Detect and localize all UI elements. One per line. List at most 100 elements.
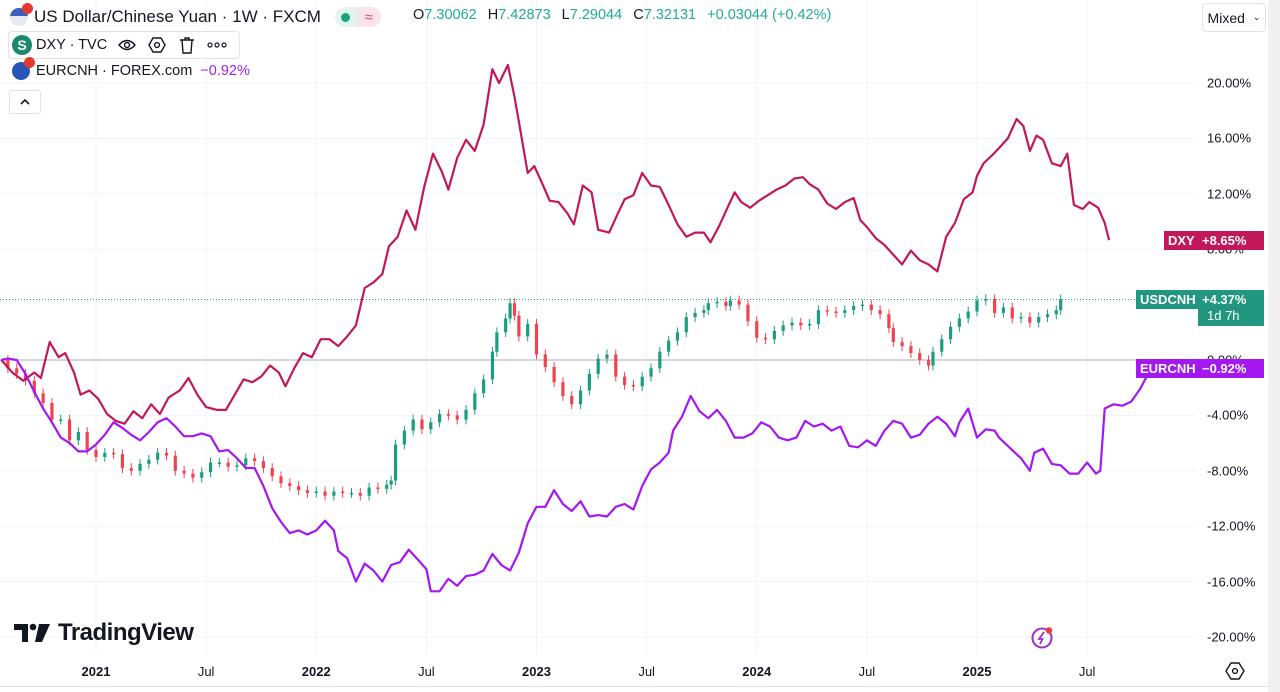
lightning-icon [1031, 627, 1053, 649]
candle-body [693, 312, 697, 318]
candle-body [495, 332, 499, 352]
candle-body [667, 340, 671, 352]
vertical-scrollbar[interactable] [1268, 0, 1280, 692]
candle-body [1037, 317, 1041, 323]
y-tick-label: -8.00% [1207, 463, 1249, 479]
candle-body [860, 304, 865, 307]
candle-body [984, 299, 988, 301]
candle-body [288, 483, 292, 487]
x-tick-label: Jul [638, 664, 655, 679]
open-value: 7.30062 [424, 7, 477, 23]
more-icon[interactable] [207, 35, 227, 55]
candle-body [332, 491, 336, 496]
usdcnh-candles [6, 294, 1063, 501]
candle-body [772, 330, 776, 340]
x-tick-label: 2025 [962, 664, 992, 679]
candle-body [614, 354, 618, 377]
candle-body [341, 491, 345, 494]
chevron-up-icon [20, 98, 30, 105]
eurcnh-legend-item[interactable]: EURCNH · FOREX.com −0.92% [12, 57, 250, 80]
candle-body [32, 380, 36, 394]
candle-body [182, 470, 186, 474]
x-tick-label: 2024 [742, 664, 772, 679]
candle-body [473, 393, 477, 410]
candle-body [887, 314, 891, 329]
chevron-down-icon: ⌄ [1252, 12, 1261, 22]
candle-body [173, 455, 177, 471]
candle-body [940, 339, 944, 352]
candle-body [191, 473, 195, 478]
candle-body [869, 304, 873, 311]
bottom-divider [0, 686, 1268, 687]
candle-body [208, 462, 213, 473]
candle-body [6, 360, 10, 369]
candle-body [781, 325, 785, 331]
close-label: C [633, 7, 644, 23]
candle-body [570, 396, 574, 405]
collapse-legend-button[interactable] [9, 90, 41, 114]
candle-body [966, 311, 970, 319]
candle-body [658, 351, 662, 369]
candle-body [76, 432, 80, 441]
candle-body [957, 318, 961, 327]
x-tick-label: Jul [197, 664, 215, 679]
candle-body [808, 323, 812, 326]
bar-countdown: 1d 7h [1207, 307, 1240, 323]
alert-lightning-button[interactable] [1030, 626, 1054, 650]
candle-body [1028, 317, 1032, 323]
tradingview-logo[interactable]: TradingView [14, 619, 194, 647]
candle-body [561, 382, 565, 397]
tradingview-logo-icon [14, 623, 50, 642]
candle-body [41, 393, 45, 403]
y-tick-label: -4.00% [1207, 407, 1249, 423]
candle-body [59, 419, 63, 422]
candle-body [1059, 299, 1063, 311]
candle-body [376, 487, 380, 489]
eurcnh-legend-change: −0.92% [200, 63, 250, 79]
x-tick-label: 2023 [522, 664, 551, 679]
candle-body [702, 310, 706, 313]
scale-mode-dropdown[interactable]: Mixed ⌄ [1202, 3, 1266, 32]
eurcnh-legend-label: EURCNH · FOREX.com [36, 63, 193, 79]
candle-body [490, 351, 495, 380]
candle-body [724, 301, 728, 306]
settings-icon[interactable] [147, 35, 167, 55]
candle-body [543, 354, 547, 367]
candle-body [270, 468, 274, 477]
candle-body [931, 351, 935, 366]
y-tick-label: -12.00% [1207, 518, 1256, 534]
candle-body [50, 402, 54, 420]
dxy-legend-item[interactable]: S DXY · TVC [8, 31, 240, 59]
candle-body [640, 376, 644, 387]
candle-body [385, 484, 389, 489]
symbol-title[interactable]: US Dollar/Chinese Yuan · 1W · FXCM [34, 7, 321, 26]
candle-body [993, 299, 997, 313]
low-label: L [561, 7, 570, 23]
usdcnh-axis-value: +4.37% 1d 7h [1198, 289, 1264, 326]
candle-body [843, 310, 847, 313]
x-tick-label: 2021 [81, 664, 111, 679]
usdcnh-last-change: +4.37% [1202, 291, 1247, 307]
market-status-badge[interactable]: ≈ [334, 7, 381, 27]
dxy-symbol-icon: S [12, 35, 32, 55]
candle-body [596, 358, 600, 374]
candle-body [526, 323, 530, 337]
settings-icon [1225, 662, 1245, 680]
high-value: 7.42873 [498, 7, 551, 23]
candle-body [684, 317, 688, 333]
candle-body [799, 322, 803, 326]
eye-icon[interactable] [117, 35, 137, 55]
y-tick-label: 20.00% [1207, 75, 1252, 91]
candle-body [393, 444, 398, 481]
candle-body [1010, 307, 1014, 319]
candle-body [909, 346, 913, 354]
x-tick-label: Jul [1078, 664, 1096, 679]
dxy-series-line [0, 63, 1111, 425]
trash-icon[interactable] [177, 35, 197, 55]
candle-body [834, 311, 838, 314]
axis-settings-button[interactable] [1225, 662, 1245, 682]
ohlc-readout: O7.30062 H7.42873 L7.29044 C7.32131 +0.0… [413, 7, 838, 23]
candle-body [482, 379, 486, 394]
candle-body [200, 472, 204, 478]
